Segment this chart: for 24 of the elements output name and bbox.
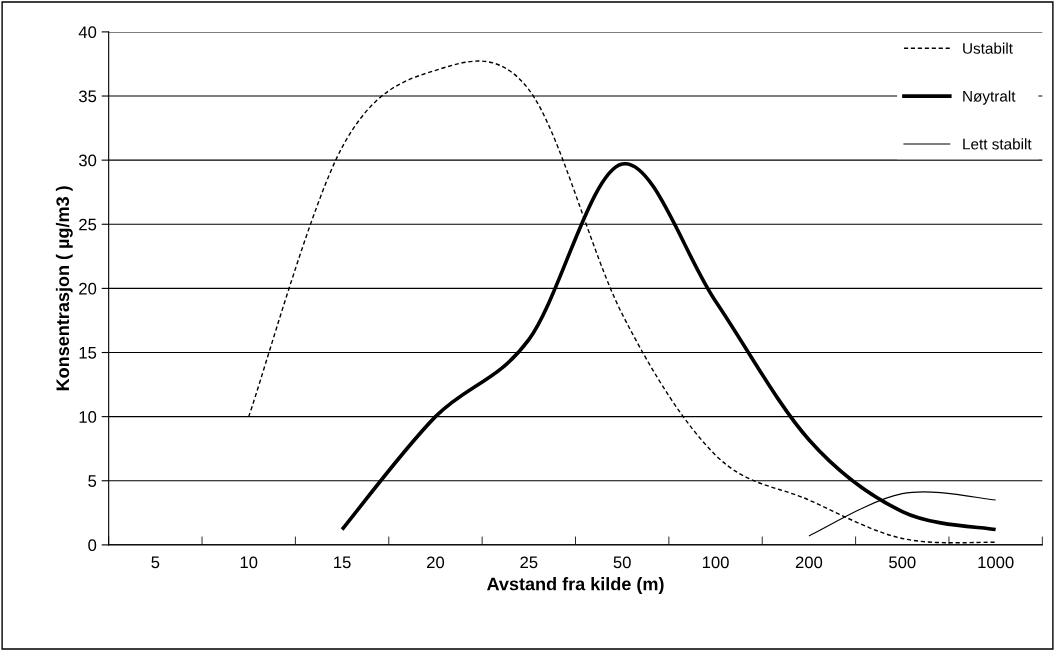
x-axis-title: Avstand fra kilde (m) (487, 577, 664, 594)
y-tick-label: 35 (78, 90, 97, 103)
x-tick-label: 50 (613, 556, 631, 569)
y-tick-label: 30 (78, 154, 97, 167)
x-tick-label: 20 (427, 556, 445, 569)
x-tick-label: 100 (702, 556, 729, 569)
y-tick-label: 15 (79, 347, 97, 359)
y-tick-label: 20 (79, 282, 97, 295)
y-tick-label: 5 (88, 475, 97, 487)
x-tick-label: 5 (151, 556, 160, 569)
x-tick-label: 25 (520, 556, 538, 569)
y-tick-label: 0 (88, 539, 97, 552)
x-tick-label: 500 (889, 556, 916, 569)
legend-label: Nøytralt (963, 90, 1016, 105)
legend-label: Ustabilt (963, 42, 1013, 54)
y-tick-label: 40 (78, 26, 97, 39)
x-tick-label: 200 (795, 556, 823, 569)
x-tick-label: 15 (334, 556, 351, 569)
y-tick-label: 25 (79, 218, 97, 231)
x-tick-label: 10 (240, 556, 258, 569)
x-tick-label: 1000 (978, 556, 1014, 569)
y-tick-label: 10 (79, 411, 97, 423)
legend-label: Lett stabilt (963, 138, 1032, 150)
y-axis-title: Konsentrasjon ( µg/m3 ) (55, 186, 73, 391)
